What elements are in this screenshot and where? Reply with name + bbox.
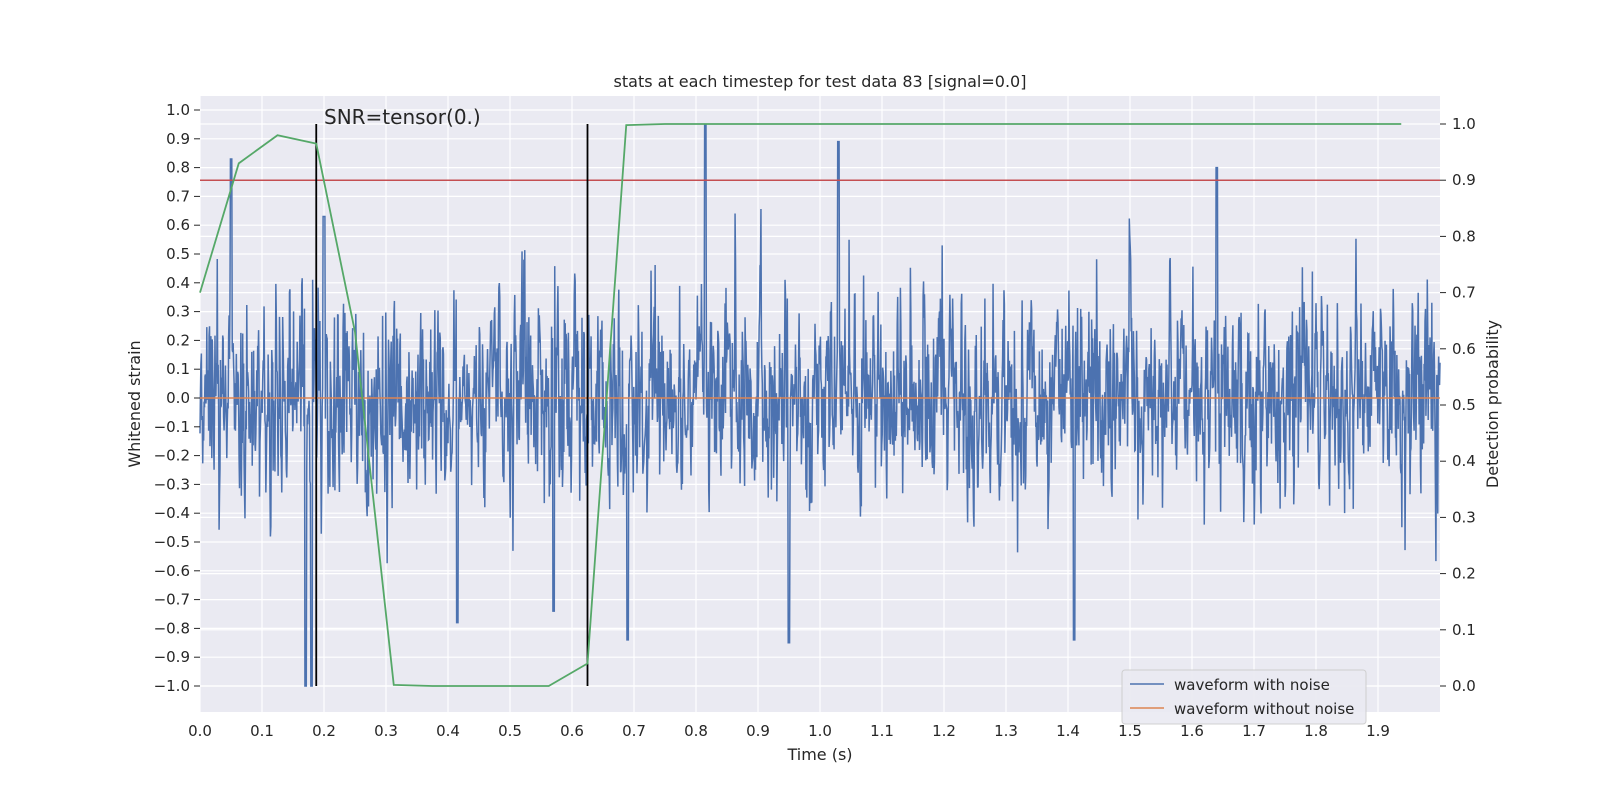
legend-label-noise: waveform with noise — [1174, 676, 1330, 694]
y2-tick-label: 0.9 — [1452, 171, 1476, 189]
y-tick-label: 0.7 — [166, 187, 190, 205]
y-tick-label: 0.4 — [166, 274, 190, 292]
x-tick-label: 0.2 — [312, 722, 336, 740]
y2-axis-ticks: 1.0 0.9 0.8 0.7 0.6 0.5 0.4 0.3 0.2 0.1 0.0 — [1440, 115, 1476, 695]
y2-tick-label: 0.4 — [1452, 452, 1476, 470]
y-tick-label: 0.6 — [166, 216, 190, 234]
y2-tick-label: 0.3 — [1452, 508, 1476, 526]
y-tick-label: 0.0 — [166, 389, 190, 407]
x-tick-label: 0.6 — [560, 722, 584, 740]
y-tick-label: 0.2 — [166, 331, 190, 349]
y2-tick-label: 0.0 — [1452, 677, 1476, 695]
x-tick-label: 0.8 — [684, 722, 708, 740]
y-tick-label: −0.2 — [154, 447, 190, 465]
x-tick-label: 0.9 — [746, 722, 770, 740]
x-tick-label: 1.8 — [1304, 722, 1328, 740]
x-tick-label: 1.0 — [808, 722, 832, 740]
series-detection-probability — [199, 123, 1402, 687]
x-tick-label: 1.2 — [932, 722, 956, 740]
series-layer — [199, 123, 1441, 687]
x-tick-label: 0.1 — [250, 722, 274, 740]
y-tick-label: −0.3 — [154, 475, 190, 493]
x-tick-label: 0.5 — [498, 722, 522, 740]
x-axis-ticks: 0.0 0.1 0.2 0.3 0.4 0.5 0.6 0.7 0.8 0.9 1.0 1.1 1.2 1… — [188, 722, 1390, 740]
y-tick-label: −0.9 — [154, 648, 190, 666]
x-tick-label: 1.5 — [1118, 722, 1142, 740]
y2-tick-label: 0.6 — [1452, 340, 1476, 358]
y-tick-label: 0.3 — [166, 303, 190, 321]
x-tick-label: 1.4 — [1056, 722, 1080, 740]
legend-label-clean: waveform without noise — [1174, 700, 1354, 718]
x-tick-label: 1.7 — [1242, 722, 1266, 740]
legend: waveform with noise waveform without noi… — [1121, 669, 1367, 725]
y-tick-label: −0.4 — [154, 504, 190, 522]
y-tick-label: 0.8 — [166, 159, 190, 177]
y-tick-label: −0.1 — [154, 418, 190, 436]
y-tick-label: −0.8 — [154, 619, 190, 637]
legend-box — [1121, 669, 1367, 725]
y2-tick-label: 0.2 — [1452, 565, 1476, 583]
y2-tick-label: 0.1 — [1452, 621, 1476, 639]
x-tick-label: 0.4 — [436, 722, 460, 740]
x-tick-label: 0.3 — [374, 722, 398, 740]
y-tick-label: 1.0 — [166, 101, 190, 119]
y2-axis-label: Detection probability — [1483, 320, 1502, 488]
chart-title: stats at each timestep for test data 83 … — [614, 72, 1027, 91]
y-tick-label: −0.6 — [154, 562, 190, 580]
y2-tick-label: 0.5 — [1452, 396, 1476, 414]
y2-tick-label: 1.0 — [1452, 115, 1476, 133]
y-tick-label: 0.1 — [166, 360, 190, 378]
y-tick-label: −1.0 — [154, 677, 190, 695]
x-tick-label: 0.7 — [622, 722, 646, 740]
y-tick-label: 0.5 — [166, 245, 190, 263]
x-tick-label: 0.0 — [188, 722, 212, 740]
x-tick-label: 1.1 — [870, 722, 894, 740]
snr-annotation: SNR=tensor(0.) — [324, 105, 481, 129]
y-axis-label: Whitened strain — [125, 340, 144, 467]
y-tick-label: −0.7 — [154, 591, 190, 609]
series-waveform-with-noise — [199, 123, 1441, 687]
x-tick-label: 1.9 — [1366, 722, 1390, 740]
y-tick-label: −0.5 — [154, 533, 190, 551]
y2-tick-label: 0.7 — [1452, 284, 1476, 302]
x-tick-label: 1.3 — [994, 722, 1018, 740]
x-axis-label: Time (s) — [786, 745, 852, 764]
y-axis-ticks: 1.0 0.9 0.8 0.7 0.6 0.5 0.4 0.3 0.2 0.1 0.0 −0.1 −0.… — [154, 101, 200, 695]
y2-tick-label: 0.8 — [1452, 227, 1476, 245]
y-tick-label: 0.9 — [166, 130, 190, 148]
x-tick-label: 1.6 — [1180, 722, 1204, 740]
